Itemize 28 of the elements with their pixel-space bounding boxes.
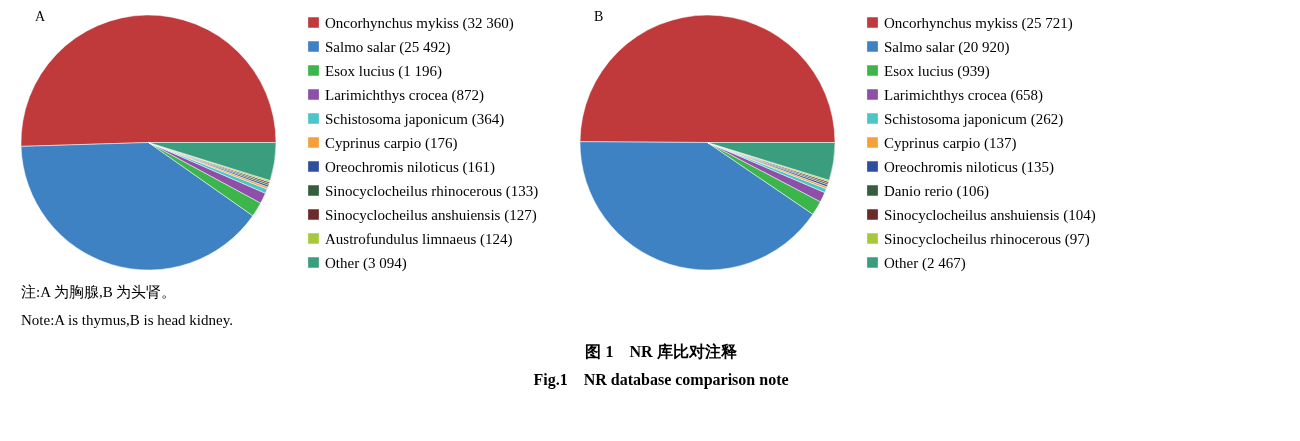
legend-label: Salmo salar (20 920) <box>884 38 1010 56</box>
legend-label: Sinocyclocheilus anshuiensis (104) <box>884 206 1096 224</box>
legend-label: Oncorhynchus mykiss (25 721) <box>884 14 1073 32</box>
caption: Fig.1 NR database comparison note <box>533 371 789 389</box>
chart-title: B <box>594 9 604 24</box>
legend-label: Oreochromis niloticus (161) <box>325 158 495 176</box>
legend-label: Esox lucius (939) <box>884 62 990 80</box>
legend-label: Oreochromis niloticus (135) <box>884 158 1054 176</box>
chart-title: A <box>35 9 46 24</box>
legend-label: Schistosoma japonicum (364) <box>325 110 505 128</box>
legend-label: Danio rerio (106) <box>884 182 989 200</box>
legend-label: Other (3 094) <box>325 254 407 272</box>
legend-label: Oncorhynchus mykiss (32 360) <box>325 14 514 32</box>
text: 注:A 为胸腺,B 为头肾。 <box>21 284 177 300</box>
legend-label: Larimichthys crocea (872) <box>325 86 485 104</box>
text: Note:A is thymus,B is head kidney. <box>21 312 233 328</box>
legend-label: Other (2 467) <box>884 254 966 272</box>
legend-label: Cyprinus carpio (137) <box>884 134 1017 152</box>
caption: 图 1 NR 库比对注释 <box>585 343 737 360</box>
legend-label: Esox lucius (1 196) <box>325 62 443 80</box>
legend-label: Sinocyclocheilus rhinocerous (133) <box>325 182 539 200</box>
legend-label: Schistosoma japonicum (262) <box>884 110 1064 128</box>
legend-label: Larimichthys crocea (658) <box>884 86 1044 104</box>
legend-label: Sinocyclocheilus anshuiensis (127) <box>325 206 537 224</box>
legend-label: Cyprinus carpio (176) <box>325 134 458 152</box>
legend-label: Austrofundulus limnaeus (124) <box>325 230 513 248</box>
legend-label: Sinocyclocheilus rhinocerous (97) <box>884 230 1090 248</box>
legend-label: Salmo salar (25 492) <box>325 38 451 56</box>
